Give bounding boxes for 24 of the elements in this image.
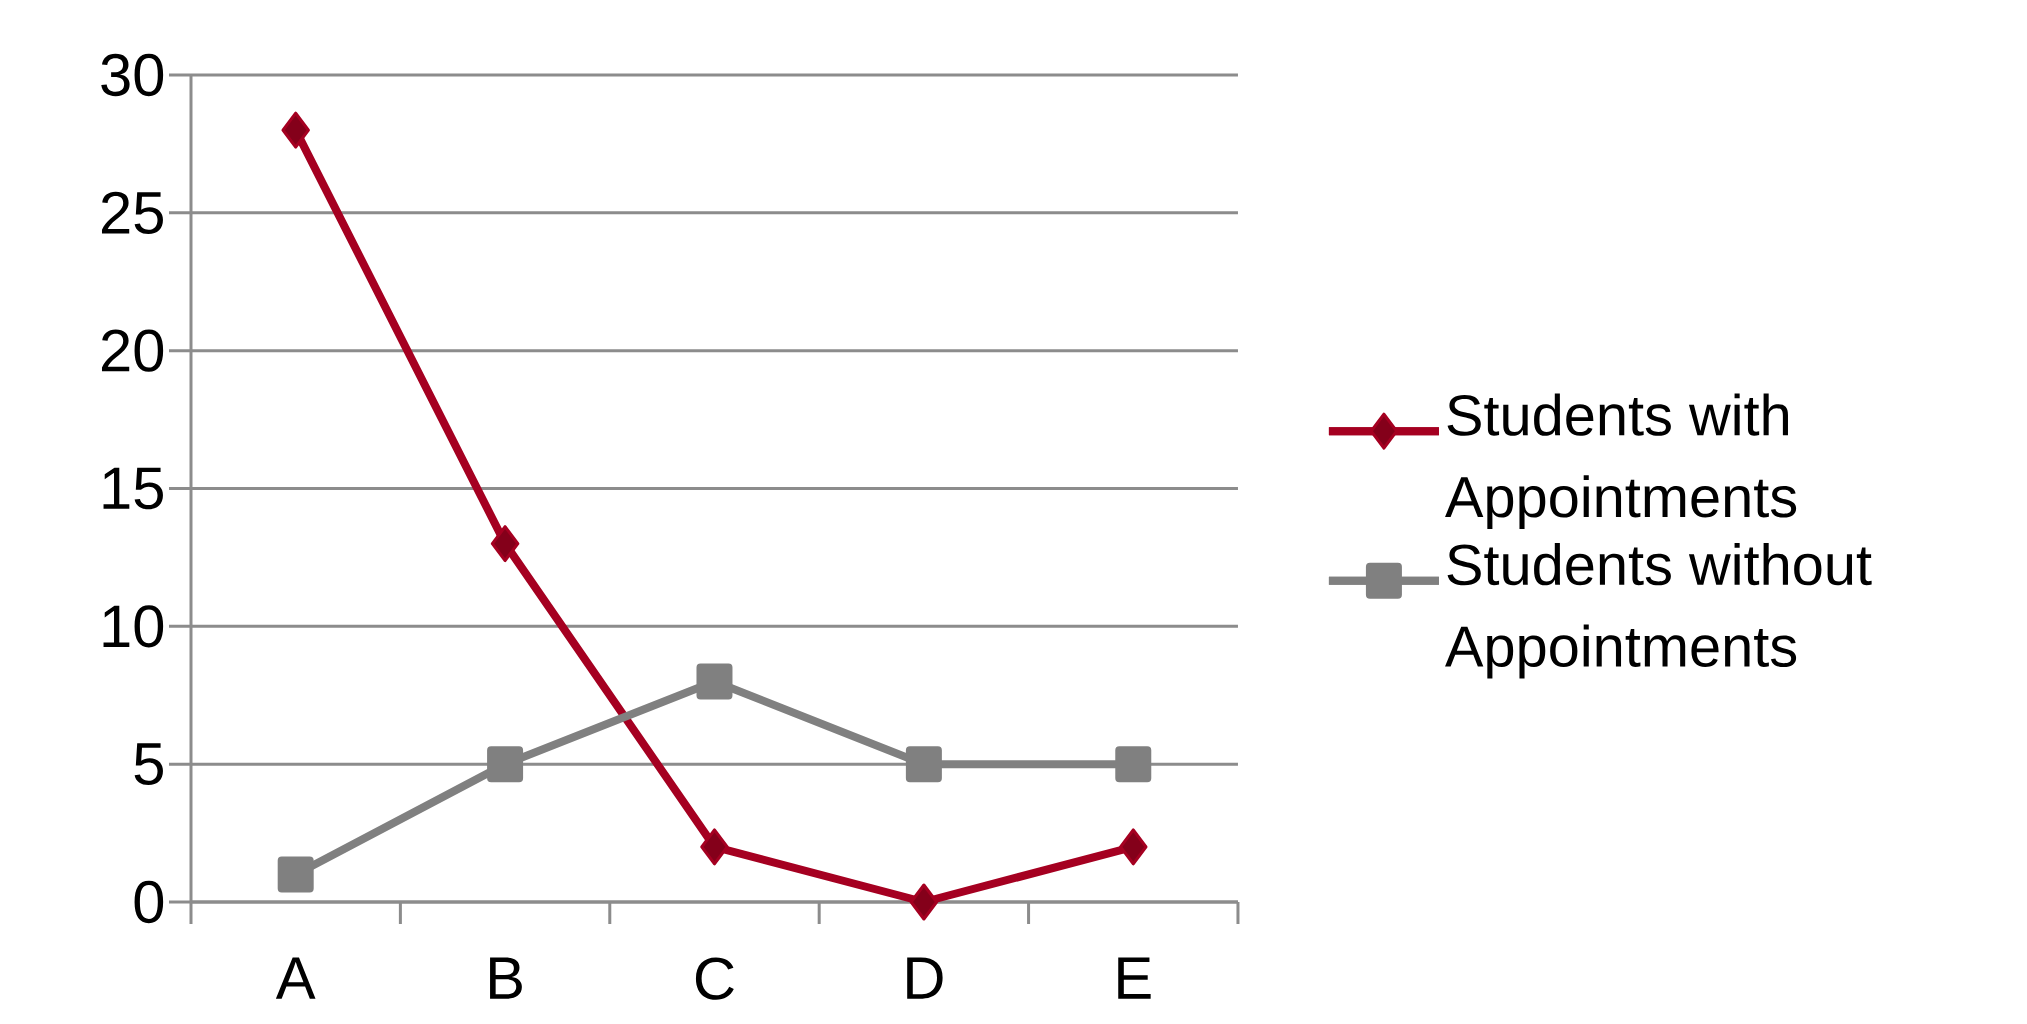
y-tick-label: 15 bbox=[103, 467, 163, 510]
point bbox=[905, 746, 942, 783]
x-tick-label: A bbox=[275, 957, 316, 999]
legend-label: Students with Appointments bbox=[1445, 393, 1797, 529]
point bbox=[277, 856, 314, 893]
point bbox=[281, 111, 310, 149]
y-tick-label: 25 bbox=[101, 191, 163, 234]
point bbox=[700, 828, 729, 866]
y-tick-label: 0 bbox=[134, 880, 164, 924]
x-tick-label: C bbox=[695, 957, 734, 1000]
point bbox=[490, 525, 520, 563]
point bbox=[1115, 746, 1152, 783]
point bbox=[1119, 828, 1148, 866]
legend-label: Students without Appointments bbox=[1445, 542, 1872, 679]
y-tick-label: 10 bbox=[103, 605, 164, 648]
point bbox=[487, 746, 524, 783]
y-tick-label: 5 bbox=[134, 743, 163, 786]
point bbox=[696, 663, 733, 700]
x-tick-label: B bbox=[490, 957, 522, 999]
point bbox=[909, 883, 939, 921]
y-tick-label: 20 bbox=[101, 329, 164, 372]
x-tick-label: E bbox=[1118, 957, 1151, 999]
x-tick-label: D bbox=[907, 957, 943, 999]
y-tick-label: 30 bbox=[101, 53, 164, 97]
